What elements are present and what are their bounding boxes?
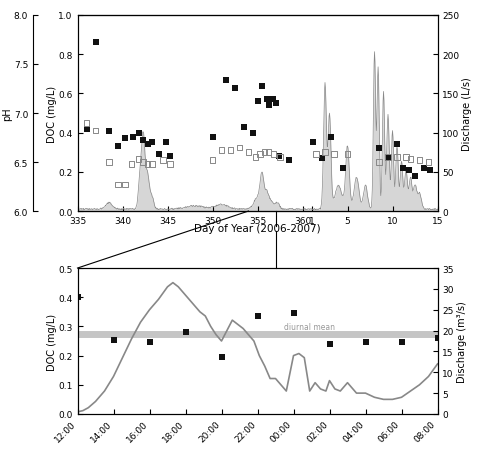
Point — [134, 156, 142, 163]
Point — [326, 340, 334, 348]
Y-axis label: Discharge (L/s): Discharge (L/s) — [462, 77, 472, 151]
Point — [148, 139, 156, 147]
Point — [208, 134, 216, 141]
Point — [402, 154, 410, 162]
Y-axis label: DOC (mg/L): DOC (mg/L) — [47, 313, 57, 370]
Point — [222, 77, 230, 84]
Text: Day of Year (2006-2007): Day of Year (2006-2007) — [194, 223, 321, 233]
Point — [398, 339, 406, 346]
Point — [290, 310, 298, 317]
Point — [256, 151, 264, 158]
Point — [82, 126, 90, 133]
Point — [339, 165, 347, 172]
Point — [276, 154, 284, 162]
Point — [240, 124, 248, 131]
Point — [318, 155, 326, 162]
Point — [269, 96, 277, 104]
Point — [254, 98, 262, 106]
Point — [154, 151, 162, 158]
Point — [236, 144, 244, 152]
Point — [139, 137, 147, 145]
Point — [110, 336, 118, 344]
Point — [393, 154, 401, 162]
Point — [121, 136, 129, 143]
Point — [420, 165, 428, 172]
Point — [252, 154, 260, 162]
Point — [328, 134, 336, 141]
Point — [92, 40, 100, 47]
Point — [262, 96, 270, 104]
Point — [275, 153, 283, 161]
Point — [384, 154, 392, 162]
Point — [254, 313, 262, 320]
Y-axis label: pH: pH — [2, 107, 12, 121]
Point — [344, 151, 351, 158]
Point — [424, 159, 432, 167]
Point — [272, 100, 280, 107]
Point — [92, 128, 100, 135]
Point — [411, 173, 419, 180]
Y-axis label: Discharge (m³/s): Discharge (m³/s) — [456, 300, 466, 382]
Point — [249, 130, 257, 137]
Point — [208, 157, 216, 164]
Point — [406, 156, 414, 163]
Point — [121, 182, 129, 189]
Point — [416, 157, 424, 164]
Point — [114, 182, 122, 189]
Point — [244, 149, 252, 157]
Point — [384, 155, 392, 162]
Point — [182, 329, 190, 336]
Point — [148, 161, 156, 168]
Point — [362, 339, 370, 346]
Point — [426, 167, 434, 174]
Point — [400, 165, 407, 172]
Point — [144, 142, 152, 149]
Point — [393, 142, 401, 149]
Point — [130, 134, 138, 141]
Point — [265, 102, 273, 110]
Point — [258, 83, 266, 90]
Point — [74, 294, 82, 301]
Point — [285, 157, 293, 164]
Point — [128, 161, 136, 168]
Point — [146, 339, 154, 346]
Point — [114, 143, 122, 151]
Point — [105, 128, 113, 135]
Point — [144, 161, 152, 168]
Point — [134, 130, 142, 137]
Point — [375, 159, 383, 167]
Point — [218, 147, 226, 155]
Y-axis label: DOC (mg/L): DOC (mg/L) — [47, 85, 57, 142]
Point — [218, 354, 226, 361]
Point — [264, 149, 272, 157]
Point — [312, 151, 320, 158]
Point — [260, 149, 268, 157]
Text: diurnal mean: diurnal mean — [284, 323, 336, 332]
Point — [166, 153, 174, 161]
Point — [310, 139, 318, 147]
Point — [166, 161, 174, 168]
Point — [105, 159, 113, 167]
Point — [159, 157, 167, 164]
Point — [139, 159, 147, 167]
Point — [321, 149, 329, 157]
Point — [270, 151, 278, 158]
Point — [375, 145, 383, 152]
Point — [434, 335, 442, 342]
Point — [162, 139, 170, 147]
Point — [231, 85, 239, 92]
Point — [82, 120, 90, 127]
Point — [330, 151, 338, 158]
Point — [404, 167, 412, 174]
Point — [226, 147, 234, 155]
